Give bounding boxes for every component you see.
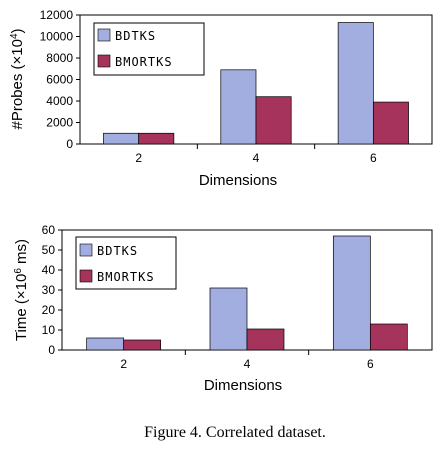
legend-label-bdtks: BDTKS [115, 29, 156, 43]
legend-time: BDTKS BMORTKS [75, 236, 177, 290]
y-tick-label: 30 [42, 283, 56, 297]
y-tick-label: 6000 [46, 73, 73, 87]
bar-bmortks-2 [123, 339, 162, 351]
y-tick-label: 10000 [40, 30, 74, 44]
legend-label-bmortks: BMORTKS [97, 270, 155, 284]
legend-frame-probes [93, 22, 205, 76]
legend-swatch-bdtks [97, 28, 111, 42]
chart-probes: 0 2000 4000 6000 8000 10000 12000 2 4 6 #Probes … [9, 8, 433, 189]
bar-bdtks-2 [86, 337, 125, 351]
x-tick-label: 4 [253, 151, 260, 165]
bar-bmortks-6 [369, 323, 408, 351]
bar-bmortks-4 [246, 328, 285, 351]
y-tick-label: 20 [42, 303, 56, 317]
bar-bdtks-6 [337, 22, 374, 145]
figure-caption: Figure 4. Correlated dataset. [144, 424, 326, 441]
x-ticks-probes: 2 4 6 [135, 144, 377, 165]
y-ticks-probes: 0 2000 4000 6000 8000 10000 12000 [40, 8, 80, 151]
bar-bdtks-4 [209, 287, 248, 351]
bar-bmortks-2 [138, 132, 175, 145]
legend-swatch-bmortks [79, 269, 93, 283]
y-tick-label: 10 [42, 323, 56, 337]
y-ticks-time: 0 10 20 30 40 50 60 [42, 223, 62, 357]
x-tick-label: 2 [135, 151, 142, 165]
y-tick-label: 0 [48, 343, 55, 357]
y-tick-label: 12000 [40, 8, 74, 22]
y-tick-label: 4000 [46, 94, 73, 108]
x-axis-title-time: Dimensions [204, 377, 282, 394]
bar-bdtks-4 [220, 69, 257, 145]
y-axis-title-time: Time (×106 ms) [13, 239, 31, 341]
bar-bdtks-2 [103, 132, 140, 145]
y-tick-label: 50 [42, 243, 56, 257]
legend-label-bdtks: BDTKS [97, 244, 138, 258]
x-ticks-time: 2 4 6 [120, 350, 374, 371]
legend-label-bmortks: BMORTKS [115, 55, 173, 69]
y-tick-label: 60 [42, 223, 56, 237]
y-tick-label: 40 [42, 263, 56, 277]
bars-time [86, 235, 408, 351]
legend-frame-time [75, 236, 177, 290]
x-axis-title-probes: Dimensions [199, 172, 277, 189]
bars-probes [103, 22, 409, 145]
bar-bmortks-4 [255, 96, 292, 145]
y-axis-title-probes: #Probes (×104) [9, 28, 27, 129]
legend-probes: BDTKS BMORTKS [93, 22, 205, 76]
y-tick-label: 8000 [46, 51, 73, 65]
chart-time: 0 10 20 30 40 50 60 2 4 6 Time (×106 ms) Dimensi… [13, 223, 433, 394]
x-tick-label: 4 [244, 357, 251, 371]
x-tick-label: 6 [370, 151, 377, 165]
x-tick-label: 6 [367, 357, 374, 371]
bar-bmortks-6 [372, 101, 409, 145]
legend-swatch-bdtks [79, 243, 93, 257]
x-tick-label: 2 [120, 357, 127, 371]
y-tick-label: 2000 [46, 116, 73, 130]
bar-bdtks-6 [332, 235, 371, 351]
y-tick-label: 0 [66, 137, 73, 151]
legend-swatch-bmortks [97, 54, 111, 68]
